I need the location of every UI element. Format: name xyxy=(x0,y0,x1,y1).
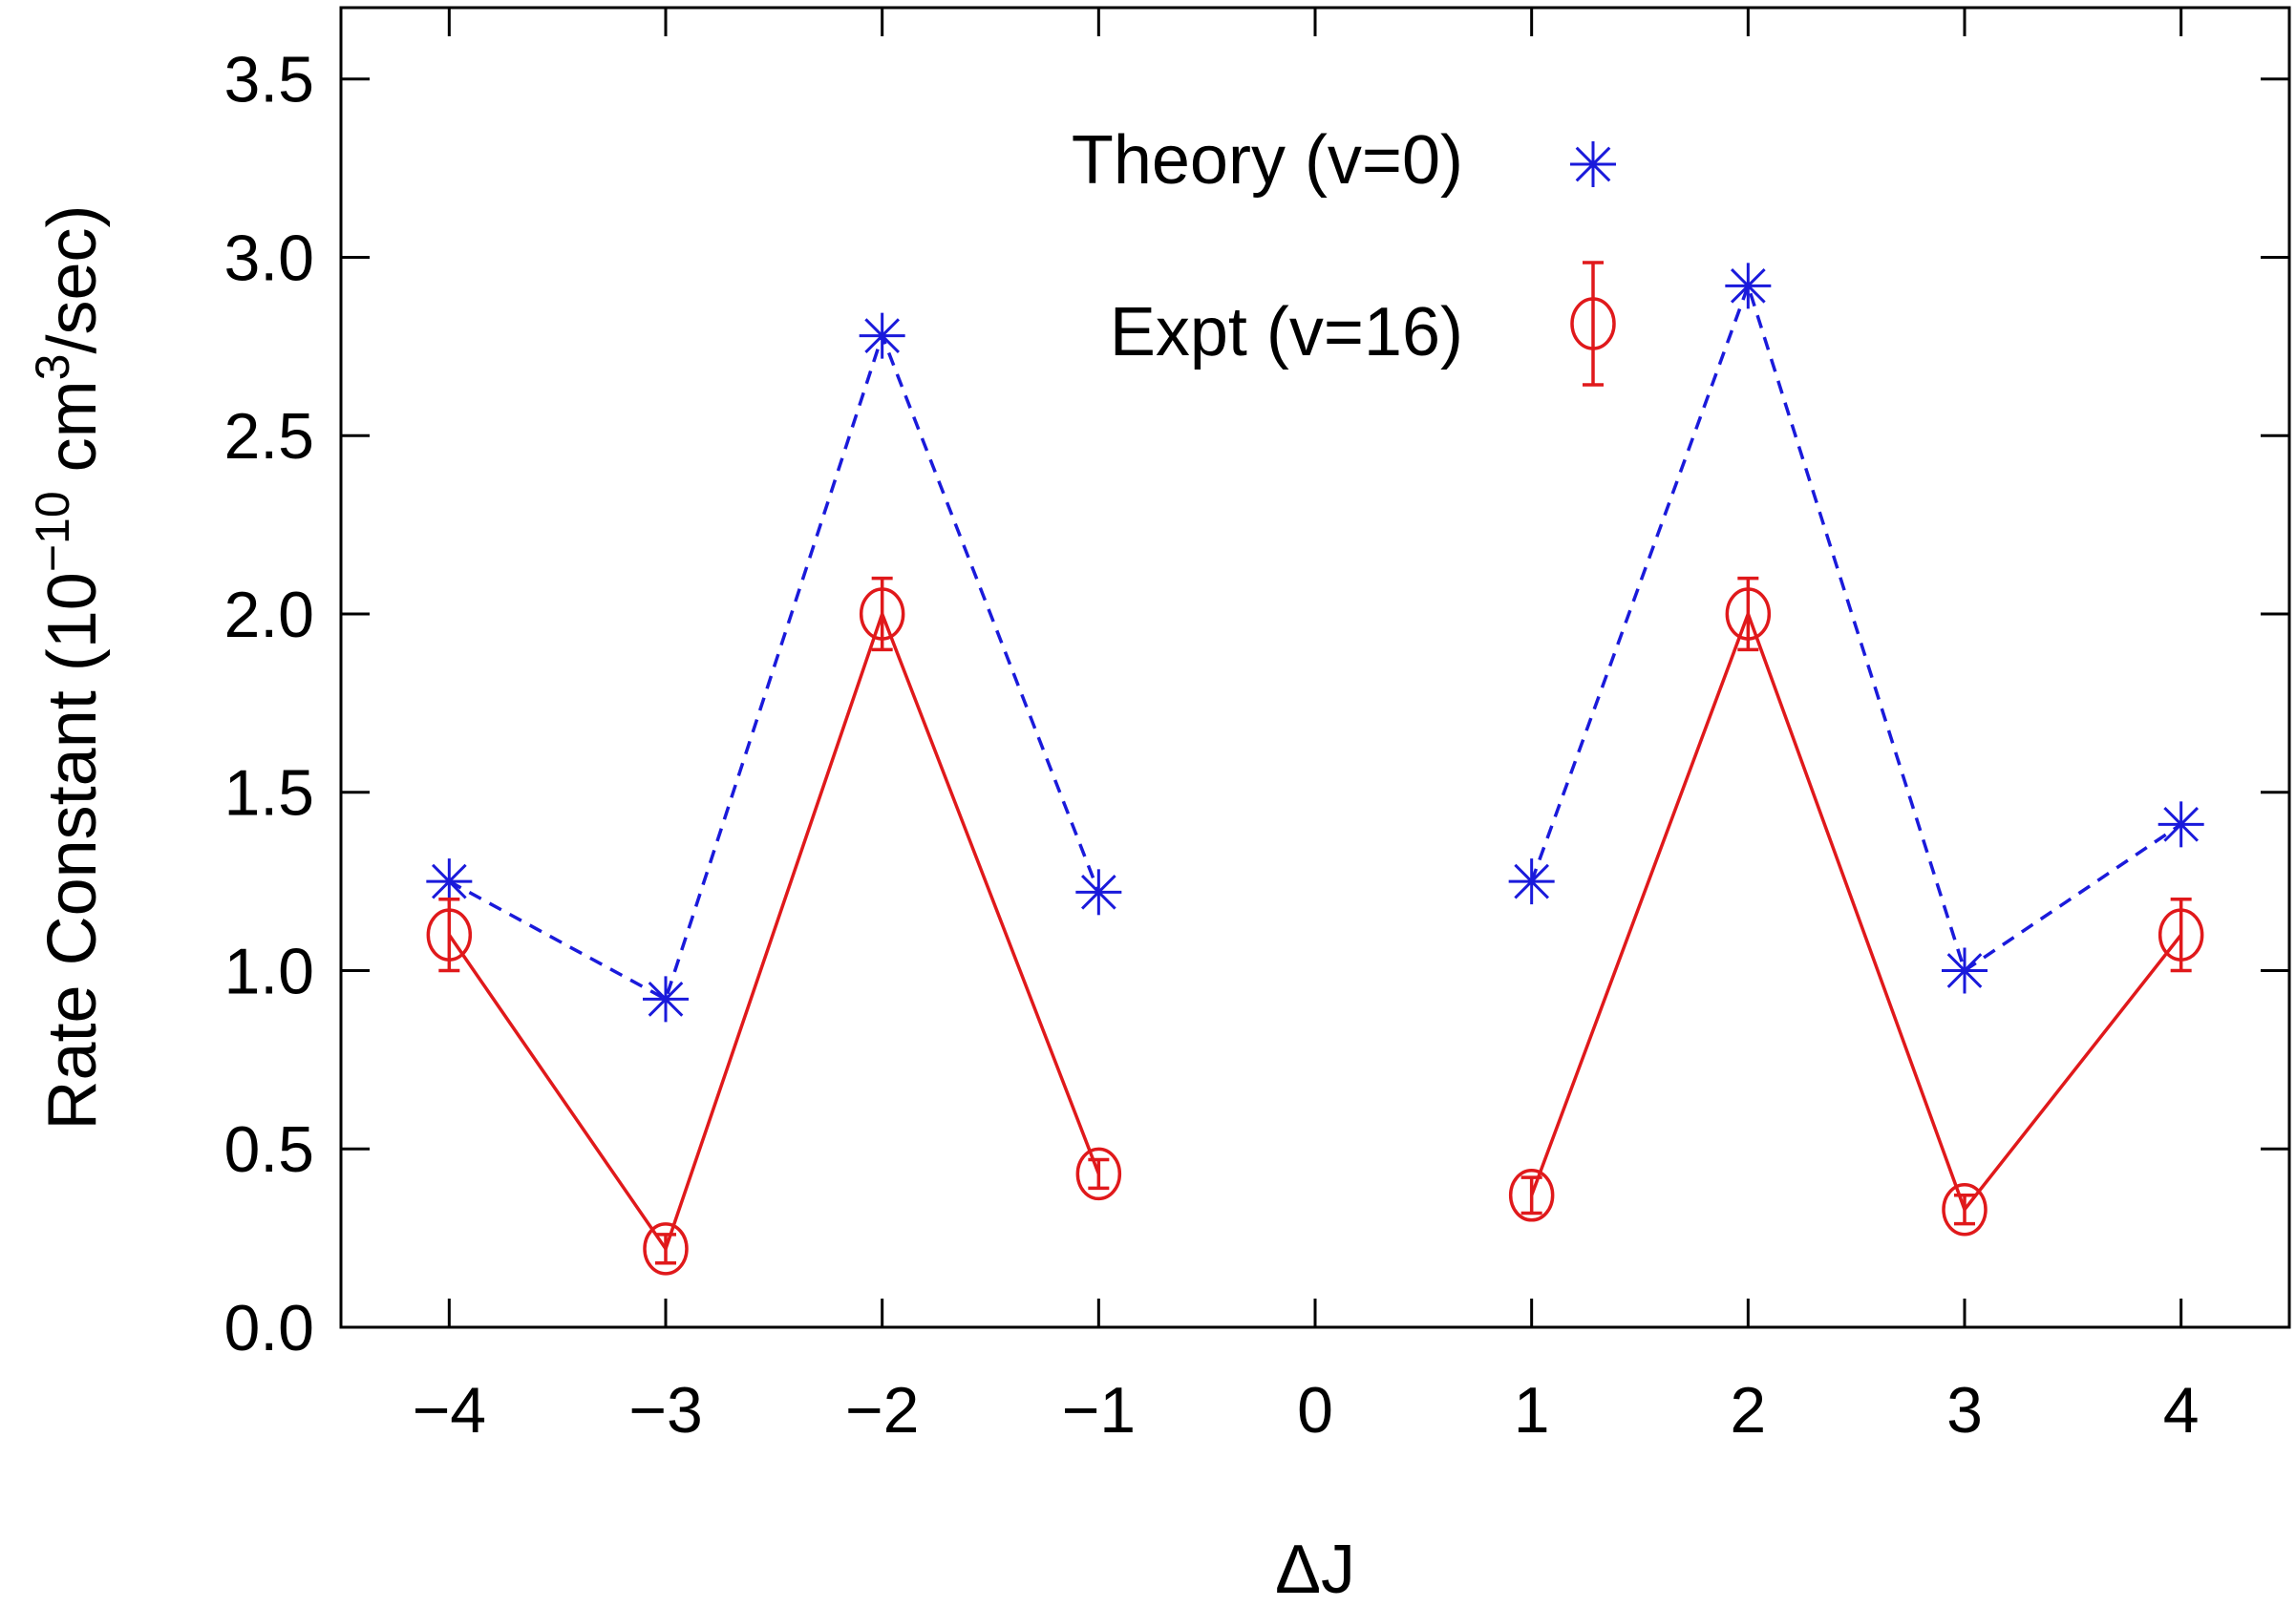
expt-point xyxy=(1508,1169,1555,1222)
y-tick-label: 0.0 xyxy=(223,1292,314,1364)
expt-point xyxy=(643,1222,689,1276)
y-axis-title-exp2: 3 xyxy=(26,354,79,381)
error-bar xyxy=(655,1233,676,1265)
series-theory xyxy=(426,263,2204,1023)
y-tick-label: 0.5 xyxy=(223,1113,314,1186)
y-tick-label: 1.5 xyxy=(223,757,314,830)
y-tick-label: 2.5 xyxy=(223,400,314,473)
theory-point xyxy=(643,976,689,1023)
x-tick-label: −2 xyxy=(845,1374,920,1447)
legend-label-theory: Theory (v=0) xyxy=(1072,122,1463,199)
theory-point xyxy=(859,312,905,359)
y-axis-title-mid: cm xyxy=(34,380,111,491)
x-tick-labels: −4 −3 −2 −1 0 1 2 3 4 xyxy=(413,1374,2200,1447)
expt-point xyxy=(1075,1147,1122,1201)
expt-point xyxy=(1725,587,1772,641)
x-tick-label: 3 xyxy=(1946,1374,1983,1447)
x-tick-label: −4 xyxy=(413,1374,487,1447)
legend-circle xyxy=(1570,297,1616,350)
expt-line xyxy=(1530,608,2183,1214)
legend-label-expt: Expt (v=16) xyxy=(1110,294,1463,370)
expt-point xyxy=(426,908,473,962)
legend: Theory (v=0) Expt (v=16) xyxy=(1072,122,1616,387)
x-tick-label: −3 xyxy=(628,1374,703,1447)
theory-point xyxy=(426,858,473,905)
expt-point xyxy=(859,587,905,641)
plot-frame xyxy=(339,6,2291,1329)
theory-line xyxy=(448,330,1100,1002)
theory-line xyxy=(1530,280,2182,974)
axis-ticks xyxy=(341,8,2289,1329)
expt-line xyxy=(447,608,1100,1253)
theory-point xyxy=(1075,869,1122,916)
legend-asterisk xyxy=(1570,141,1616,187)
theory-point xyxy=(1942,947,1988,994)
expt-point xyxy=(2158,908,2204,962)
y-axis-title-end: /sec) xyxy=(34,205,111,354)
x-tick-label: 1 xyxy=(1514,1374,1550,1447)
y-tick-labels: 0.0 0.5 1.0 1.5 2.0 2.5 3.0 3.5 xyxy=(223,44,314,1364)
x-tick-label: 2 xyxy=(1730,1374,1766,1447)
series-expt xyxy=(426,576,2204,1276)
expt-point xyxy=(1942,1182,1988,1237)
error-bar xyxy=(1520,1175,1542,1216)
y-tick-label: 2.0 xyxy=(223,579,314,651)
theory-point xyxy=(1725,263,1772,309)
y-tick-label: 3.5 xyxy=(223,44,314,116)
series-layer xyxy=(426,263,2204,1276)
theory-point xyxy=(2158,801,2204,848)
legend-marker-theory xyxy=(1570,141,1616,187)
x-tick-label: 0 xyxy=(1297,1374,1333,1447)
x-tick-label: −1 xyxy=(1062,1374,1137,1447)
x-tick-label: 4 xyxy=(2163,1374,2200,1447)
y-tick-label: 3.0 xyxy=(223,222,314,294)
y-axis-title: Rate Constant (10−10 cm3/sec) xyxy=(26,205,111,1131)
x-axis-title: ΔJ xyxy=(1275,1532,1355,1607)
error-bar xyxy=(1954,1194,1975,1226)
y-axis-title-main: Rate Constant (10 xyxy=(34,572,111,1130)
y-axis-title-exp1: −10 xyxy=(26,491,79,572)
theory-point xyxy=(1508,858,1555,905)
legend-marker-expt xyxy=(1570,261,1616,387)
error-bar xyxy=(1088,1157,1110,1191)
y-tick-label: 1.0 xyxy=(223,935,314,1007)
